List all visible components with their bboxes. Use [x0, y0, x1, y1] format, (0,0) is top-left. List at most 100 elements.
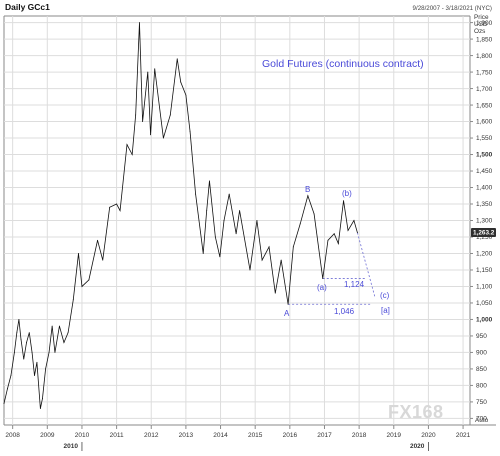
- price-point-58: [268, 246, 270, 248]
- reference-layer: [288, 232, 376, 305]
- price-point-18: [54, 351, 56, 353]
- price-tick-label-13: 1,250: [476, 234, 493, 241]
- year-tick-label-3: 2011: [110, 432, 124, 439]
- watermark-fx: FX: [388, 402, 412, 422]
- price-point-62: [292, 246, 294, 248]
- price-axis-unit: USD: [474, 21, 488, 28]
- year-tick-label-1: 2009: [40, 432, 55, 439]
- price-point-52: [228, 193, 230, 195]
- price-point-51: [223, 220, 225, 221]
- price-tick-label-2: 1,800: [476, 53, 493, 60]
- price-point-27: [102, 259, 104, 261]
- price-point-43: [185, 94, 187, 96]
- price-point-55: [249, 269, 251, 271]
- price-point-37: [150, 134, 152, 136]
- last-value-box: [471, 228, 496, 237]
- price-point-66: [322, 278, 324, 280]
- price-tick-label-3: 1,750: [476, 69, 493, 76]
- price-point-22: [72, 299, 74, 301]
- price-axis-label: Price: [474, 14, 489, 21]
- price-point-14: [42, 398, 43, 400]
- price-tick-label-21: 850: [476, 366, 487, 373]
- price-point-57: [261, 259, 263, 261]
- year-tick-label-10: 2018: [352, 432, 367, 439]
- last-value-label: 1,263.2: [473, 230, 495, 237]
- wave-label-a-bracket: [a]: [381, 306, 390, 315]
- last-value-marker: 1,263.2: [471, 228, 496, 237]
- price-point-65: [313, 213, 315, 215]
- projection-line: [357, 232, 376, 297]
- price-point-23: [78, 253, 79, 254]
- price-point-20: [63, 342, 65, 343]
- price-tick-label-12: 1,300: [476, 218, 493, 225]
- wave-label-layer: B (b) (a) A (c) [a] 1,124 1,046: [284, 185, 390, 318]
- price-axis-unit-sub: Ozs: [474, 28, 485, 35]
- price-tick-label-22: 800: [476, 383, 487, 390]
- price-point-70: [343, 200, 344, 202]
- price-tick-label-5: 1,650: [476, 102, 493, 109]
- price-point-67: [327, 239, 329, 241]
- year-tick-label-0: 2008: [5, 432, 20, 439]
- price-point-2: [10, 375, 12, 376]
- wave-label-a: (a): [317, 283, 327, 292]
- price-point-68: [333, 233, 335, 235]
- price-point-1: [7, 388, 8, 390]
- price-tick-label-20: 900: [476, 350, 487, 357]
- price-tick-label-6: 1,600: [476, 119, 493, 126]
- price-point-35: [142, 121, 144, 122]
- price-tick-label-17: 1,050: [476, 300, 493, 307]
- wave-label-b: (b): [342, 189, 352, 198]
- price-point-17: [51, 325, 53, 327]
- price-point-21: [67, 332, 69, 334]
- price-point-64: [307, 195, 309, 197]
- price-point-40: [169, 114, 171, 116]
- price-point-8: [26, 342, 27, 343]
- price-point-5: [18, 319, 20, 320]
- price-tick-label-15: 1,150: [476, 267, 493, 274]
- price-point-38: [154, 68, 156, 70]
- price-tick-label-18: 1,000: [476, 317, 493, 324]
- price-tick-label-14: 1,200: [476, 251, 493, 258]
- price-point-63: [299, 223, 301, 225]
- date-range-label: 9/28/2007 - 3/18/2021 (NYC): [413, 5, 492, 12]
- price-point-31: [126, 144, 128, 146]
- decade-tick-label-2: 2020: [410, 443, 425, 450]
- price-point-59: [274, 292, 276, 294]
- price-point-28: [109, 206, 111, 208]
- price-point-44: [189, 130, 191, 132]
- year-tick-label-2: 2010: [75, 432, 90, 439]
- year-tick-label-12: 2020: [421, 432, 436, 439]
- price-point-72: [353, 220, 355, 221]
- price-tick-label-23: 750: [476, 399, 487, 406]
- wave-label-c: (c): [380, 291, 390, 300]
- wave-label-A: A: [284, 309, 290, 318]
- price-point-47: [206, 210, 208, 212]
- price-point-7: [23, 358, 25, 360]
- price-point-48: [209, 180, 210, 182]
- year-tick-label-4: 2012: [144, 432, 159, 439]
- decade-tick-label-1: 2010: [63, 443, 78, 450]
- price-point-24: [81, 286, 83, 287]
- price-point-12: [36, 361, 38, 363]
- chart-subtitle: Gold Futures (continuous contract): [262, 58, 424, 70]
- price-point-34: [139, 22, 140, 24]
- price-point-19: [58, 325, 60, 327]
- price-point-54: [239, 210, 241, 212]
- price-point-73: [356, 232, 358, 234]
- price-point-11: [34, 375, 35, 376]
- price-point-15: [45, 368, 47, 370]
- year-tick-label-11: 2019: [387, 432, 402, 439]
- year-tick-label-9: 2017: [317, 432, 332, 439]
- price-tick-label-16: 1,100: [476, 284, 493, 291]
- price-point-45: [195, 193, 197, 195]
- price-point-61: [287, 303, 289, 305]
- price-point-10: [31, 351, 33, 353]
- price-tick-label-8: 1,500: [476, 152, 493, 159]
- price-tick-label-10: 1,400: [476, 185, 493, 192]
- price-tick-label-1: 1,850: [476, 36, 493, 43]
- price-point-46: [202, 253, 204, 254]
- price-point-50: [219, 256, 221, 258]
- level-label-1124: 1,124: [344, 280, 365, 289]
